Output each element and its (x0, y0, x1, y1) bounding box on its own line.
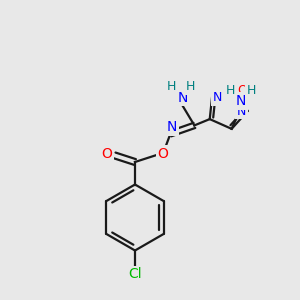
Text: N: N (237, 104, 246, 118)
Text: N: N (213, 91, 222, 104)
Text: Cl: Cl (128, 268, 142, 281)
Text: H: H (186, 80, 195, 94)
Text: H: H (167, 80, 176, 94)
Text: H: H (226, 84, 236, 97)
Text: O: O (237, 84, 247, 97)
Text: O: O (102, 147, 112, 161)
Text: N: N (167, 120, 177, 134)
Text: N: N (177, 91, 188, 105)
Text: O: O (158, 147, 168, 161)
Text: N: N (236, 94, 246, 108)
Text: H: H (247, 84, 256, 97)
